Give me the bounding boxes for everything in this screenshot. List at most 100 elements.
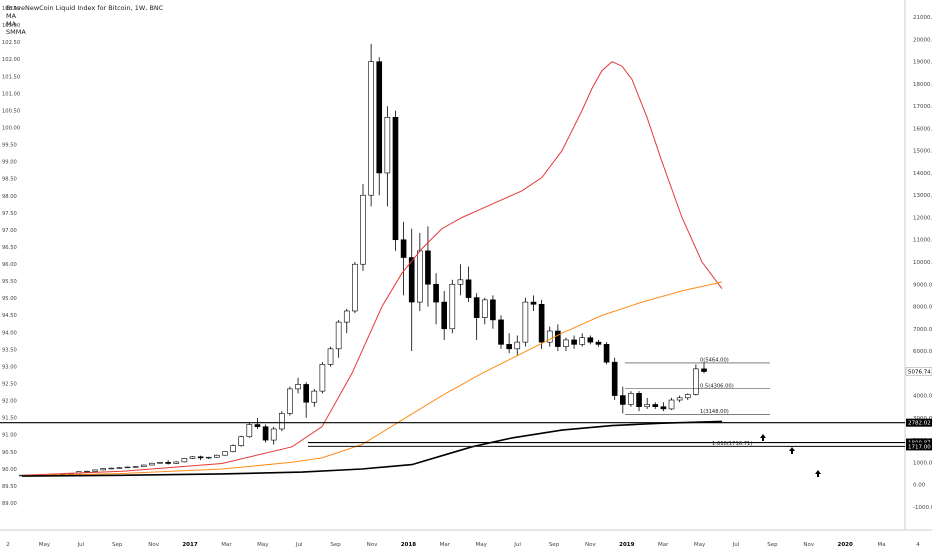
x-axis-label: Sep <box>330 542 341 548</box>
candle-body <box>400 239 407 258</box>
x-axis-label: May <box>257 542 269 548</box>
candle-body <box>108 467 115 470</box>
moving-average-line <box>21 420 723 477</box>
right-axis-tick: 0.00 <box>913 483 926 489</box>
candle-body <box>116 467 123 469</box>
candle-body <box>392 117 399 241</box>
candle-body <box>368 61 374 196</box>
price-tag-background <box>906 442 932 451</box>
x-axis-label: Jul <box>732 542 740 548</box>
left-axis-tick: 102.00 <box>2 57 20 63</box>
candle-body <box>668 399 675 410</box>
left-axis-tick: 98.50 <box>2 177 17 183</box>
candle-body <box>465 279 472 298</box>
x-axis-label: 2020 <box>838 542 853 548</box>
fib-level-label: 1(3148.00) <box>700 409 729 415</box>
price-tag-label: 2782.02 <box>908 421 931 427</box>
legend-item-ma-2[interactable]: MA <box>6 20 17 28</box>
right-axis-tick: 10000.00 <box>913 260 932 266</box>
right-axis-tick: 1000.00 <box>913 460 932 466</box>
candle-body <box>473 297 480 318</box>
candle-body <box>693 368 699 395</box>
left-axis-tick: 90.50 <box>2 450 17 456</box>
x-axis-label: May <box>694 542 706 548</box>
left-axis-tick: 92.50 <box>2 382 17 388</box>
right-axis-tick: 4000.00 <box>913 394 932 400</box>
left-axis-tick: 96.50 <box>2 245 17 251</box>
candle-body <box>506 344 512 350</box>
candle-body <box>425 250 431 285</box>
candle-body <box>205 456 212 459</box>
legend-title: BraveNewCoin Liquid Index for Bitcoin, 1… <box>6 4 164 12</box>
candle-body <box>254 424 261 428</box>
candle-body <box>611 361 618 396</box>
left-axis-tick: 91.50 <box>2 416 17 422</box>
candle-body <box>149 462 155 466</box>
candle-body <box>327 348 334 365</box>
right-axis-tick: 16000.00 <box>913 126 932 132</box>
candle-body <box>181 458 188 463</box>
fib-level-label: 0(5464.00) <box>700 357 729 363</box>
x-axis-label: 2018 <box>401 542 416 548</box>
left-axis-tick: 92.00 <box>2 399 17 405</box>
x-axis-label: Nov <box>585 542 596 548</box>
candle-body <box>660 406 667 410</box>
left-axis-tick: 100.50 <box>2 108 20 114</box>
price-tag-background <box>906 418 932 427</box>
left-axis-tick: 94.50 <box>2 313 17 319</box>
left-axis-tick: 101.50 <box>2 74 20 80</box>
candle-body <box>563 339 569 347</box>
left-axis-tick: 94.00 <box>2 330 17 336</box>
candle-body <box>417 250 423 303</box>
right-axis-tick: 11000.00 <box>913 238 932 244</box>
candle-body <box>165 462 171 464</box>
left-axis-tick: 97.00 <box>2 228 17 234</box>
moving-average-line <box>21 281 723 477</box>
candle-body <box>343 310 350 323</box>
candle-body <box>384 117 391 174</box>
candle-body <box>246 424 253 438</box>
fib-level-label: 1.618(1716.71) <box>712 441 752 447</box>
candle-body <box>684 394 691 399</box>
candle-body <box>335 321 342 350</box>
candle-body <box>490 299 496 321</box>
left-axis-tick: 90.00 <box>2 467 17 473</box>
x-axis-label: Mar <box>658 542 669 548</box>
left-axis-tick: 96.00 <box>2 262 17 268</box>
candle-body <box>701 368 707 372</box>
candle-body <box>676 397 683 401</box>
candle-body <box>84 470 90 473</box>
candle-body <box>214 454 220 458</box>
right-axis-tick: 14000.00 <box>913 171 932 177</box>
x-axis-label: Nov <box>367 542 378 548</box>
left-axis-tick: 99.00 <box>2 160 17 166</box>
candle-body <box>311 390 318 403</box>
left-axis-tick: 103.00 <box>2 23 20 29</box>
candle-body <box>619 395 626 405</box>
candle-body <box>376 61 383 174</box>
price-tag-label: 1717.00 <box>908 444 931 450</box>
legend-item-ma-1[interactable]: MA <box>6 12 17 20</box>
left-axis-tick: 89.50 <box>2 484 17 490</box>
left-axis-tick: 102.50 <box>2 40 20 46</box>
right-axis-tick: 15000.00 <box>913 149 932 155</box>
candle-body <box>278 413 285 430</box>
right-axis-tick: 21000.00 <box>913 15 932 21</box>
chart-legend: BraveNewCoin Liquid Index for Bitcoin, 1… <box>6 4 163 36</box>
right-axis-tick: 18000.00 <box>913 82 932 88</box>
candle-body <box>360 194 366 265</box>
candle-body <box>522 301 529 343</box>
left-axis-tick: 91.00 <box>2 433 17 439</box>
x-axis-label: May <box>476 542 488 548</box>
current-price-tag <box>905 367 932 376</box>
legend-item-smma[interactable]: SMMA <box>6 28 26 36</box>
fib-level-label: 0.5(4306.00) <box>700 383 734 389</box>
candle-body <box>222 451 228 456</box>
candle-body <box>408 257 415 303</box>
candle-body <box>603 344 610 363</box>
candle-body <box>595 341 602 345</box>
left-axis-tick: 95.00 <box>2 296 17 302</box>
x-axis-label: Mar <box>221 542 232 548</box>
